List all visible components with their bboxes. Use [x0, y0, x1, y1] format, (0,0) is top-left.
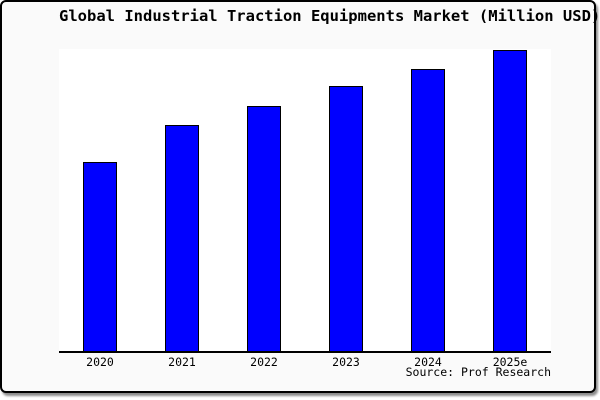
x-tick-label-2024: 2024: [414, 355, 442, 369]
bar-2024: [411, 68, 445, 351]
bar-2021: [165, 124, 199, 351]
x-tick-label-2020: 2020: [86, 355, 114, 369]
source-note: Source: Prof Research: [405, 365, 551, 379]
x-tick-label-2021: 2021: [168, 355, 196, 369]
bar-2022: [247, 106, 281, 351]
bar-2025e: [493, 49, 527, 351]
x-tick-label-2023: 2023: [332, 355, 360, 369]
x-tick-label-2022: 2022: [250, 355, 278, 369]
bar-2020: [83, 161, 117, 351]
plot-area: [59, 49, 551, 353]
x-axis-labels: 2020 2021 2022 2023 2024 2025e: [59, 355, 551, 370]
chart-title: Global Industrial Traction Equipments Ma…: [59, 7, 600, 25]
x-tick-label-2025e: 2025e: [492, 355, 528, 369]
bar-2023: [329, 86, 363, 351]
